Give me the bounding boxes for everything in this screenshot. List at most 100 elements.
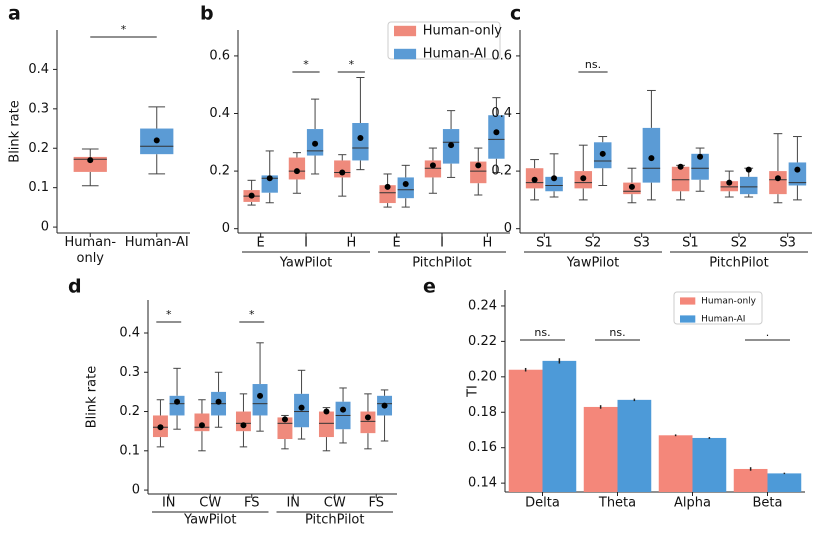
box: [488, 115, 505, 159]
mean: [293, 168, 300, 175]
x-tick-label: FS: [244, 496, 260, 511]
significance-label: *: [121, 23, 127, 36]
mean: [257, 392, 264, 399]
box: [379, 185, 396, 204]
legend-label: Human-AI: [701, 315, 745, 325]
mean: [198, 422, 205, 429]
y-axis-label: Blink rate: [8, 100, 23, 162]
y-axis-label: Blink rate: [85, 366, 100, 428]
bar: [692, 437, 727, 492]
group-label: YawPilot: [279, 256, 333, 271]
x-tick-label: Alpha: [674, 496, 711, 511]
mean: [340, 406, 347, 413]
x-tick-label: S1: [682, 236, 699, 251]
mean: [384, 183, 391, 190]
mean: [648, 155, 655, 162]
group-label: PitchPilot: [709, 256, 768, 271]
mean: [174, 398, 181, 405]
mean: [580, 175, 587, 182]
mean: [357, 134, 364, 141]
x-tick-label: H: [482, 236, 492, 251]
mean: [551, 175, 558, 182]
bar: [583, 406, 618, 492]
mean: [726, 179, 733, 186]
y-tick-label: 0.6: [491, 48, 512, 63]
y-tick-label: 0.2: [119, 404, 140, 419]
box: [235, 411, 251, 432]
mean: [697, 153, 704, 160]
significance-label: ns.: [609, 326, 625, 339]
y-tick-label: 0: [41, 220, 49, 235]
mean: [364, 414, 371, 421]
mean: [87, 157, 94, 164]
x-tick-label: Human-only: [64, 235, 117, 266]
x-tick-label: IN: [286, 496, 300, 511]
mean: [240, 422, 247, 429]
mean: [402, 181, 409, 188]
mean: [215, 398, 222, 405]
box: [671, 166, 690, 192]
mean: [531, 176, 538, 183]
box: [397, 177, 414, 199]
box: [261, 175, 278, 193]
y-tick-label: 0.3: [119, 365, 140, 380]
x-tick-label-box: Human-AI: [124, 235, 189, 250]
mean: [429, 162, 436, 169]
box: [352, 123, 369, 161]
y-tick-label: 0.2: [491, 164, 512, 179]
box: [73, 156, 107, 172]
legend-label: Human-only: [423, 24, 503, 39]
y-tick-label: 0.18: [468, 405, 497, 420]
y-tick-label: 0: [222, 221, 230, 236]
group-label: YawPilot: [566, 256, 620, 271]
box: [788, 162, 807, 186]
bar: [767, 473, 802, 492]
mean: [298, 404, 305, 411]
y-tick-label: 0.16: [468, 440, 497, 455]
mean: [312, 140, 319, 147]
legend-swatch: [394, 25, 417, 37]
y-tick-label: 0.1: [28, 180, 49, 195]
y-tick-label: 0.14: [468, 476, 497, 491]
box: [720, 181, 739, 192]
x-tick-label: CW: [199, 496, 221, 511]
panel-letter: c: [510, 3, 521, 25]
mean: [475, 162, 482, 169]
significance-label: *: [166, 308, 172, 321]
y-tick-label: 0.24: [468, 298, 497, 313]
y-tick-label: 0.20: [468, 369, 497, 384]
mean: [794, 166, 801, 173]
bar: [733, 468, 768, 492]
box: [691, 153, 709, 180]
y-tick-label: 0.3: [28, 101, 49, 116]
y-tick-label: 0.4: [28, 62, 49, 77]
legend-frame: [673, 291, 763, 325]
mean: [599, 150, 606, 157]
x-tick-label: S3: [779, 236, 796, 251]
bar: [617, 399, 652, 492]
mean: [677, 163, 684, 170]
box: [252, 384, 268, 416]
box: [360, 411, 376, 434]
legend-label: Human-only: [701, 297, 757, 307]
box: [739, 176, 758, 195]
y-axis-label: TI: [466, 385, 481, 398]
x-tick-label: Human-AI: [124, 235, 189, 250]
mean: [339, 169, 346, 176]
y-tick-label: 0: [504, 221, 512, 236]
mean: [745, 166, 752, 173]
group-label: YawPilot: [183, 513, 237, 528]
y-tick-label: 0.4: [209, 106, 230, 121]
x-tick-label-box: Human-only: [64, 235, 117, 266]
group-label: PitchPilot: [412, 256, 471, 271]
mean: [381, 402, 388, 409]
significance-label: ns.: [534, 326, 550, 339]
significance-label: ns.: [585, 58, 601, 71]
mean: [281, 416, 288, 423]
panel-letter: b: [200, 3, 214, 25]
y-tick-label: 0.2: [209, 164, 230, 179]
significance-label: *: [249, 308, 255, 321]
significance-label: *: [349, 58, 355, 71]
box: [470, 161, 487, 184]
